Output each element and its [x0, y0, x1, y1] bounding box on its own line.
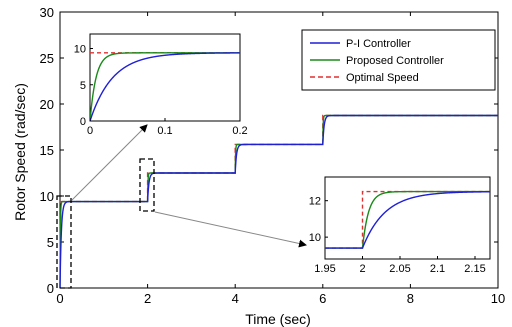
inset-x-tick-label: 2.1: [430, 263, 445, 275]
y-tick-label: 0: [47, 281, 54, 296]
legend-box: [301, 29, 496, 91]
y-tick-label: 15: [40, 143, 54, 158]
zoom-arrow-1: [71, 124, 148, 201]
inset-lines: [90, 52, 240, 121]
zoom-box-step: [139, 158, 155, 212]
y-tick-label: 25: [40, 51, 54, 66]
legend-label-1: Proposed Controller: [346, 55, 444, 67]
inset-x-tick-label: 0.1: [157, 125, 172, 137]
inset-lines: [325, 190, 490, 249]
y-axis-label: Rotor Speed (rad/sec): [12, 83, 28, 221]
inset-y-tick-label: 12: [309, 196, 321, 208]
inset-series-line-0: [325, 191, 490, 249]
inset-x-tick-label: 0.2: [232, 125, 247, 137]
inset-x-tick-label: 1.95: [314, 263, 335, 275]
x-axis-label: Time (sec): [245, 311, 311, 327]
y-tick-label: 10: [40, 189, 54, 204]
inset-plot-area: [89, 33, 241, 122]
inset-y-tick-label: 10: [74, 44, 86, 56]
legend-label-2: Optimal Speed: [346, 72, 419, 84]
inset-2: 1.95 2 2.05 2.1 2.15 10 12: [309, 176, 491, 275]
inset-1: 0 0.1 0.2 0 5 10: [74, 33, 248, 137]
series-line-0: [59, 114, 498, 289]
inset-x-tick-label: 2.15: [464, 263, 485, 275]
y-tick-label: 20: [40, 97, 54, 112]
x-tick-label: 6: [319, 291, 326, 306]
inset-x-tick-label: 0: [87, 125, 93, 137]
zoom-box-start: [56, 195, 72, 289]
inset-series-line-0: [90, 52, 240, 121]
inset-x-tick-label: 2: [359, 263, 365, 275]
x-tick-label: 2: [144, 291, 151, 306]
y-tick-label: 5: [47, 235, 54, 250]
legend: P-I Controller Proposed Controller Optimal…: [301, 29, 496, 91]
x-tick-label: 8: [407, 291, 414, 306]
x-tick-label: 4: [232, 291, 239, 306]
inset-x-tick-label: 2.05: [389, 263, 410, 275]
y-tick-label: 30: [40, 5, 54, 20]
zoom-arrow-2: [154, 211, 307, 248]
inset-y-tick-label: 5: [80, 80, 86, 92]
inset-plot-area: [324, 176, 491, 260]
x-tick-label: 10: [491, 291, 505, 306]
x-tick-label: 0: [56, 291, 63, 306]
legend-label-0: P-I Controller: [346, 38, 411, 50]
inset-y-tick-label: 0: [80, 116, 86, 128]
inset-y-tick-label: 10: [309, 232, 321, 244]
